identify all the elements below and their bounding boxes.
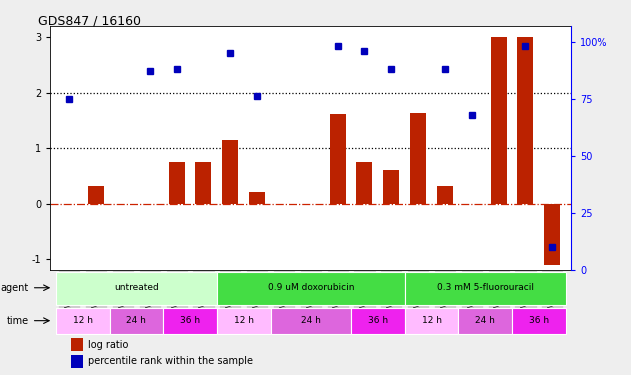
Text: 12 h: 12 h	[422, 316, 442, 325]
Text: 24 h: 24 h	[126, 316, 146, 325]
Text: GDS847 / 16160: GDS847 / 16160	[38, 15, 141, 28]
Bar	[490, 38, 507, 204]
Text: 0.9 uM doxorubicin: 0.9 uM doxorubicin	[268, 283, 354, 292]
Bar	[217, 272, 404, 305]
Bar	[437, 186, 453, 204]
Text: 12 h: 12 h	[233, 316, 254, 325]
Bar	[110, 308, 163, 334]
Bar	[196, 162, 211, 204]
Bar	[271, 308, 351, 334]
Bar	[404, 308, 458, 334]
Bar	[383, 171, 399, 204]
Text: time: time	[7, 316, 29, 326]
Bar	[71, 338, 83, 351]
Bar	[404, 272, 565, 305]
Bar	[88, 186, 104, 204]
Bar	[512, 308, 565, 334]
Text: 36 h: 36 h	[180, 316, 200, 325]
Bar	[357, 162, 372, 204]
Text: 12 h: 12 h	[73, 316, 93, 325]
Bar	[249, 192, 265, 204]
Bar	[410, 113, 426, 204]
Text: log ratio: log ratio	[88, 340, 129, 350]
Bar	[217, 308, 271, 334]
Bar	[517, 38, 533, 204]
Bar	[56, 308, 110, 334]
Bar	[544, 204, 560, 265]
Bar	[168, 162, 185, 204]
Bar	[351, 308, 404, 334]
Bar	[163, 308, 217, 334]
Bar	[71, 355, 83, 368]
Bar	[56, 272, 217, 305]
Text: 36 h: 36 h	[529, 316, 549, 325]
Text: untreated: untreated	[114, 283, 159, 292]
Bar	[458, 308, 512, 334]
Text: percentile rank within the sample: percentile rank within the sample	[88, 356, 254, 366]
Bar	[222, 140, 239, 204]
Text: 24 h: 24 h	[301, 316, 321, 325]
Bar	[329, 114, 346, 204]
Text: 0.3 mM 5-fluorouracil: 0.3 mM 5-fluorouracil	[437, 283, 534, 292]
Text: agent: agent	[1, 283, 29, 293]
Text: 24 h: 24 h	[475, 316, 495, 325]
Text: 36 h: 36 h	[368, 316, 388, 325]
